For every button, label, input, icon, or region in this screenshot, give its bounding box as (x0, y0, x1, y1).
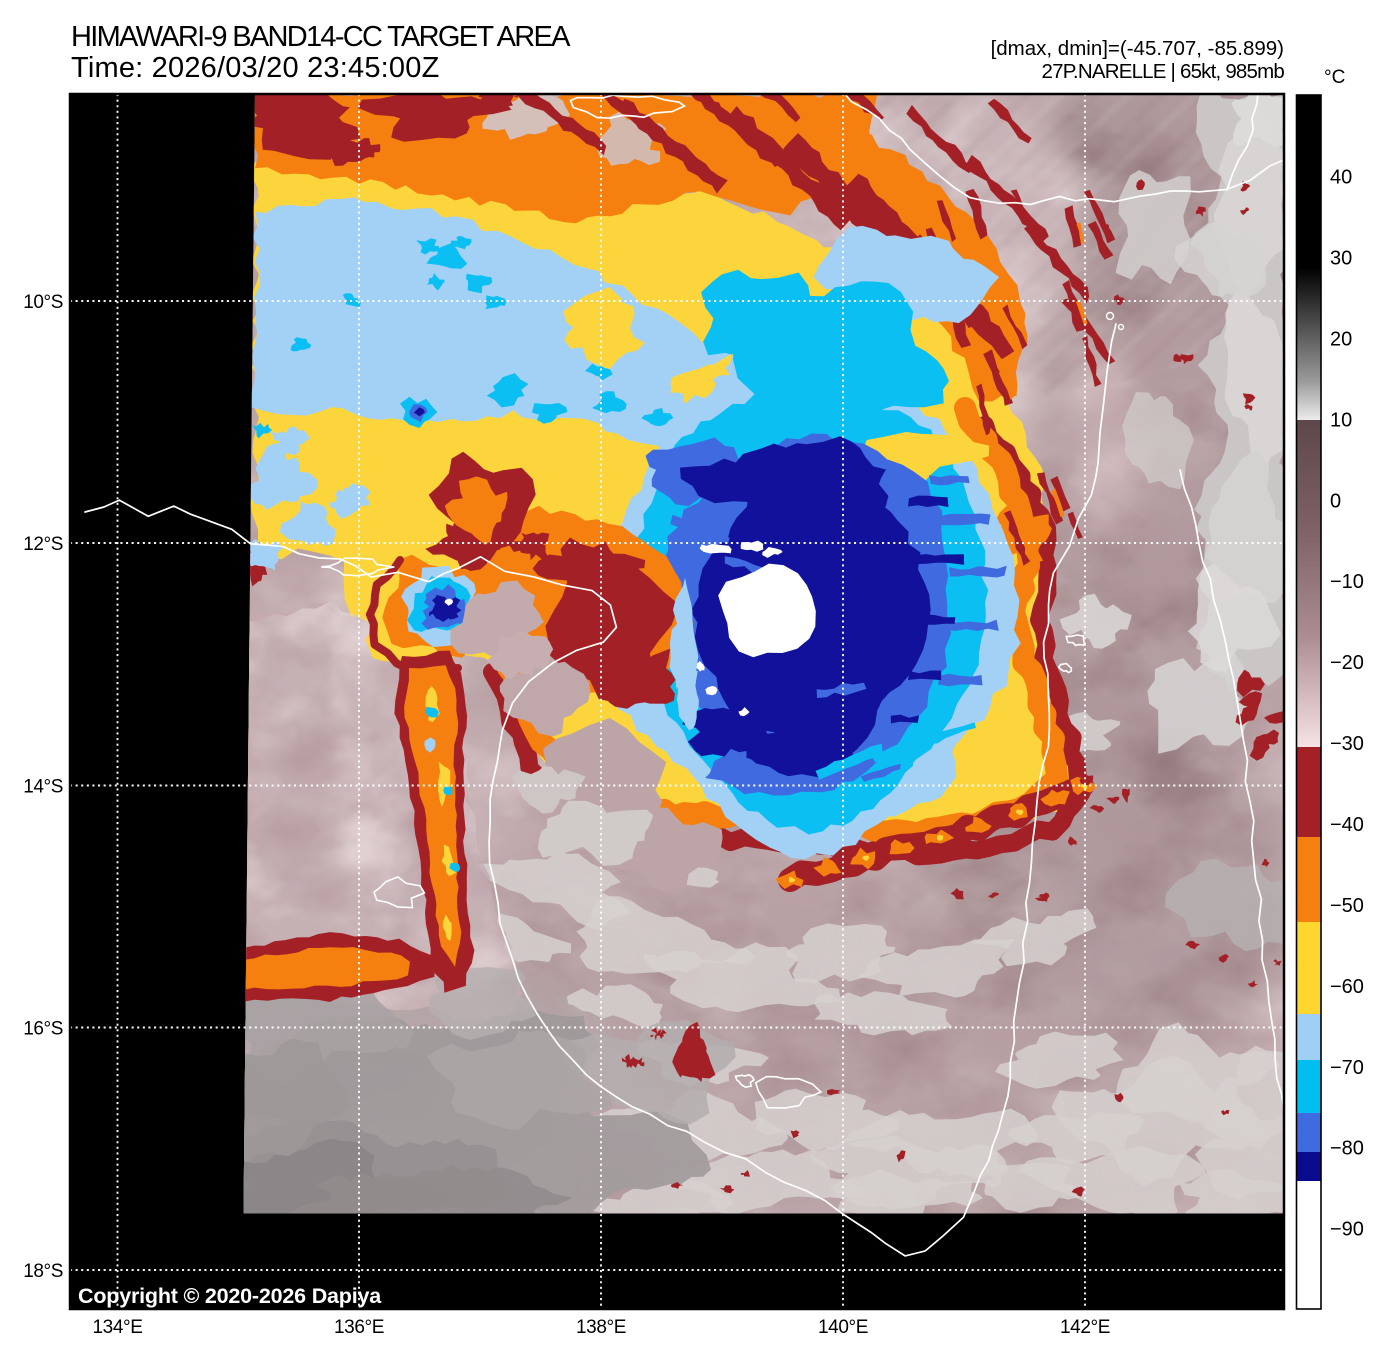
svg-text:140°E: 140°E (818, 1317, 868, 1338)
svg-text:20: 20 (1330, 328, 1352, 350)
svg-text:Copyright © 2020-2026 Dapiya: Copyright © 2020-2026 Dapiya (78, 1284, 382, 1308)
svg-text:°C: °C (1324, 67, 1345, 88)
svg-text:142°E: 142°E (1060, 1317, 1110, 1338)
svg-text:18°S: 18°S (23, 1261, 63, 1282)
svg-text:−50: −50 (1330, 895, 1364, 917)
svg-text:134°E: 134°E (93, 1317, 143, 1338)
svg-text:−60: −60 (1330, 976, 1364, 998)
svg-text:−80: −80 (1330, 1138, 1364, 1160)
svg-text:30: 30 (1330, 248, 1352, 270)
svg-text:−70: −70 (1330, 1057, 1364, 1079)
svg-text:138°E: 138°E (576, 1317, 626, 1338)
svg-text:−90: −90 (1330, 1219, 1364, 1241)
svg-text:−40: −40 (1330, 814, 1364, 836)
svg-text:14°S: 14°S (23, 777, 63, 798)
svg-text:16°S: 16°S (23, 1019, 63, 1040)
svg-text:136°E: 136°E (334, 1317, 384, 1338)
svg-text:12°S: 12°S (23, 534, 63, 555)
svg-text:−30: −30 (1330, 733, 1364, 755)
svg-text:40: 40 (1330, 167, 1352, 189)
svg-text:−20: −20 (1330, 652, 1364, 674)
svg-text:10: 10 (1330, 409, 1352, 431)
svg-text:10°S: 10°S (23, 292, 63, 313)
svg-text:−10: −10 (1330, 571, 1364, 593)
svg-text:0: 0 (1330, 490, 1341, 512)
